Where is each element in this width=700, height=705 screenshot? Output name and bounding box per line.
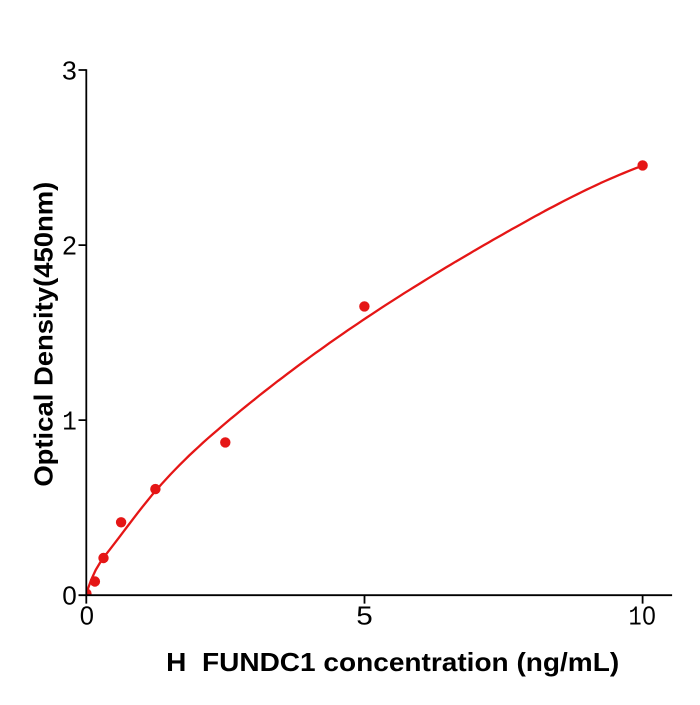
svg-text:1: 1	[62, 408, 77, 438]
svg-text:0: 0	[62, 580, 77, 610]
svg-text:2: 2	[62, 230, 77, 260]
svg-text:5: 5	[356, 600, 373, 630]
svg-text:3: 3	[62, 55, 77, 85]
svg-text:0: 0	[80, 600, 94, 630]
svg-text:H FUNDC1 concentration (ng/mL: H FUNDC1 concentration (ng/mL)	[166, 647, 619, 677]
svg-text:Optical Density(450nm): Optical Density(450nm)	[28, 182, 58, 487]
svg-text:0: 0	[642, 600, 656, 630]
svg-text:1: 1	[629, 603, 642, 633]
